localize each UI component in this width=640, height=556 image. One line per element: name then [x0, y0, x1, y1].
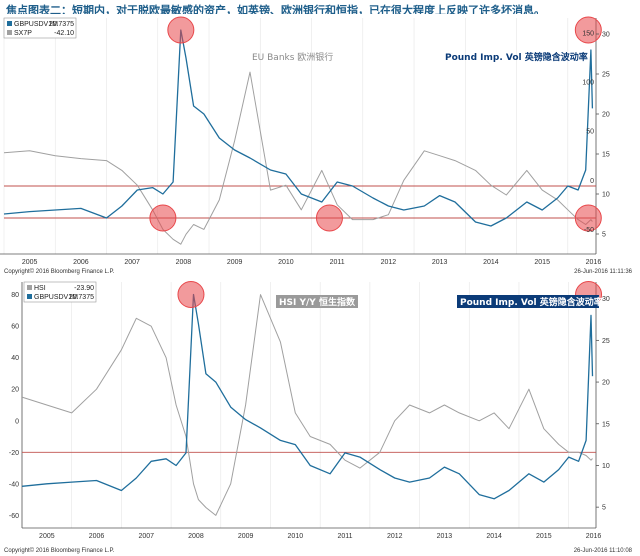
right-tick-label: 10 [602, 463, 610, 470]
x-tick-label: 2005 [39, 533, 55, 540]
x-tick-label: 2016 [586, 259, 602, 266]
legend-swatch [27, 294, 32, 299]
highlight-circle [574, 16, 602, 44]
left-tick-label: 60 [11, 324, 19, 331]
right-tick-label: 30 [602, 296, 610, 303]
left-tick-label: -50 [584, 227, 594, 234]
legend-series-value: 20.7375 [49, 21, 74, 28]
footer-timestamp: 26-Jun-2016 11:11:36 [574, 269, 632, 275]
x-tick-label: 2015 [536, 533, 552, 540]
x-tick-label: 2016 [586, 533, 602, 540]
x-tick-label: 2005 [22, 259, 38, 266]
series-lines [3, 29, 594, 245]
legend-series-value: -23.90 [74, 285, 94, 292]
x-tick-label: 2012 [381, 259, 397, 266]
left-tick-label: 0 [590, 178, 594, 185]
left-axis-labels: -60 -40 -20 0 20 40 60 80 [9, 292, 19, 520]
highlight-circle [315, 204, 343, 232]
x-tick-label: 2013 [432, 259, 448, 266]
x-tick-label: 2011 [337, 533, 352, 540]
grid-lines [3, 18, 569, 254]
legend-series-name: GBPUSDV1M [34, 294, 78, 301]
x-tick-label: 2007 [138, 533, 154, 540]
x-tick-label: 2014 [486, 533, 502, 540]
left-tick-label: 40 [11, 355, 19, 362]
page-title: 焦点图表二：短期内，对于脱欧最敏感的资产，如英镑、欧洲银行和恒指，已在很大程度上… [6, 4, 545, 16]
annotation-eu-banks: EU Banks 欧洲银行 [252, 51, 333, 63]
x-tick-label: 2013 [437, 533, 453, 540]
left-tick-label: -40 [9, 481, 19, 488]
right-tick-label: 5 [602, 505, 606, 512]
legend-box [23, 281, 97, 303]
x-axis-labels: 2005 2006 2007 2008 2009 2010 2011 2012 2013 2014… [22, 259, 601, 266]
x-tick-label: 2006 [89, 533, 105, 540]
legend-series-name: SX7P [14, 30, 32, 37]
series-line-hsi [21, 294, 593, 516]
legend-series-value: -42.10 [54, 30, 74, 37]
highlight-circle [574, 204, 602, 232]
right-tick-label: 25 [602, 338, 610, 345]
legend-series-value: 20.7375 [69, 294, 94, 301]
left-axis-labels: -50 0 50 100 150 [582, 30, 594, 234]
x-tick-label: 2012 [387, 533, 403, 540]
highlight-circle [149, 204, 177, 232]
left-tick-label: 150 [582, 30, 594, 37]
x-tick-label: 2014 [483, 259, 499, 266]
series-lines [21, 293, 594, 516]
series-line-gbpusdv1m [21, 293, 594, 500]
x-tick-label: 2011 [330, 259, 345, 266]
annotation-pound-vol: Pound Imp. Vol 英镑隐含波动率 [460, 296, 603, 308]
legend-swatch [7, 30, 12, 35]
left-tick-label: -60 [9, 513, 19, 520]
x-tick-label: 2009 [238, 533, 254, 540]
series-line-sx7p [3, 71, 593, 245]
legend-swatch [27, 285, 32, 290]
x-tick-label: 2009 [227, 259, 243, 266]
right-tick-label: 15 [602, 421, 610, 428]
annotation-pound-vol-box [457, 295, 599, 308]
right-tick-label: 20 [602, 380, 610, 387]
right-tick-label: 10 [602, 192, 610, 199]
x-axis-labels: 2005 2006 2007 2008 2009 2010 2011 2012 2013 2014… [39, 533, 601, 540]
footer-copyright: Copyright© 2016 Bloomberg Finance L.P. [4, 268, 115, 275]
right-tick-label: 30 [602, 32, 610, 39]
right-axis-labels: 5 10 15 20 25 30 [596, 32, 610, 239]
footer-timestamp: 26-Jun-2016 11:10:08 [574, 548, 633, 554]
left-tick-label: 100 [582, 79, 594, 86]
right-tick-label: 5 [602, 232, 606, 239]
x-tick-label: 2008 [188, 533, 204, 540]
footer-copyright: Copyright© 2016 Bloomberg Finance L.P. [4, 547, 115, 554]
highlight-circle [167, 16, 195, 44]
left-tick-label: 50 [586, 129, 594, 136]
legend-series-name: GBPUSDV1M [14, 21, 58, 28]
reference-lines [4, 185, 596, 219]
x-tick-label: 2008 [176, 259, 192, 266]
annotation-pound-vol: Pound Imp. Vol 英镑隐含波动率 [445, 51, 588, 63]
left-tick-label: 80 [11, 292, 19, 299]
right-tick-label: 25 [602, 72, 610, 79]
right-tick-label: 20 [602, 112, 610, 119]
annotation-hsi-box [276, 295, 358, 308]
right-tick-label: 15 [602, 152, 610, 159]
legend-swatch [7, 21, 12, 26]
series-line-gbpusdv1m [3, 29, 594, 227]
legend-box [3, 17, 77, 39]
left-tick-label: 20 [11, 387, 19, 394]
x-tick-label: 2015 [534, 259, 550, 266]
x-tick-label: 2007 [124, 259, 140, 266]
x-tick-label: 2010 [278, 259, 294, 266]
left-tick-label: -20 [9, 450, 19, 457]
grid-lines [21, 282, 569, 528]
left-tick-label: 0 [15, 418, 19, 425]
x-tick-label: 2006 [73, 259, 89, 266]
x-tick-label: 2010 [288, 533, 304, 540]
legend-series-name: HSI [34, 285, 46, 292]
highlight-circles [149, 16, 602, 232]
annotation-hsi: HSI Y/Y 恒生指数 [279, 296, 356, 308]
highlight-circle [177, 281, 205, 309]
